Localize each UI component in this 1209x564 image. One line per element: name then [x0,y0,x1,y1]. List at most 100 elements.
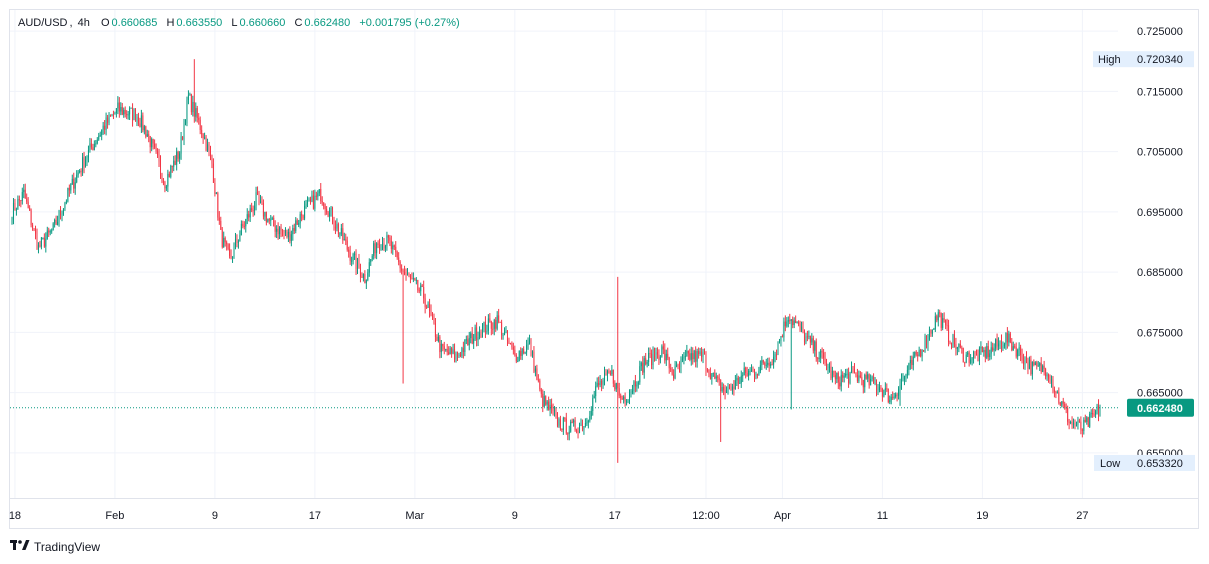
candle-body [65,201,67,203]
candle-body [305,203,307,207]
candle-body [920,349,922,357]
candle-body [905,375,907,377]
candle-body [327,212,329,217]
candle-body [651,353,653,366]
candle-body [843,375,845,378]
candle-body [939,312,941,314]
candle-body [232,256,234,258]
candle-body [71,178,73,185]
candle-body [145,126,147,137]
candle-body [261,201,263,203]
candle-body [227,244,229,249]
candle-body [618,388,620,396]
close-value: 0.662480 [304,17,351,29]
candle-body [896,394,898,396]
candle-body [962,348,964,363]
candle-body [440,343,442,353]
candle-body [668,357,670,369]
candle-body [745,367,747,373]
candle-body [340,228,342,234]
candle-body [868,374,870,386]
candle-body [224,237,226,243]
candle-body [495,320,497,329]
chart-panel[interactable] [9,9,1199,529]
footer-brand[interactable]: TradingView [10,539,100,554]
candle-body [1023,360,1025,365]
candle-body [633,381,635,392]
candle-body [590,410,592,417]
candle-body [1028,359,1030,369]
candle-body [970,359,972,363]
candle-body [57,221,59,225]
candle-body [667,353,669,358]
candle-body [815,341,817,359]
candle-body [242,223,244,226]
candle-body [409,276,411,279]
candle-body [355,253,357,270]
candle-body [195,108,197,117]
candle-body [283,230,285,233]
candle-body [1071,421,1073,425]
candle-body [345,239,347,241]
candle-body [865,374,867,379]
candle-body [364,274,366,284]
candle-body [62,208,64,215]
candle-body [837,372,839,383]
candle-body [237,241,239,243]
candle-body [214,182,216,194]
candle-body [902,379,904,381]
candle-body [346,240,348,250]
candle-body [940,313,942,328]
candle-body [640,362,642,367]
candle-body [240,223,242,236]
candle-body [580,423,582,426]
candle-body [861,377,863,380]
candle-body [1064,403,1066,408]
candle-body [271,217,273,220]
candle-body [552,408,554,412]
candle-body [623,396,625,400]
candle-body [602,379,604,385]
candle-body [204,137,206,139]
candle-body [74,182,76,189]
candle-body [556,413,558,426]
candle-body [1033,362,1035,366]
candle-body [887,388,889,403]
candle-body [502,334,504,336]
candle-body [373,243,375,256]
candle-body [317,193,319,197]
candle-body [229,248,231,256]
candle-body [461,348,463,357]
symbol-name[interactable]: AUD/USD [18,17,68,29]
candle-body [674,366,676,379]
candle-body [518,351,520,362]
candle-body [728,387,730,390]
candle-body [474,327,476,339]
candle-body [104,125,106,130]
candle-body [1027,362,1029,369]
candle-body [58,210,60,222]
candle-body [377,243,379,245]
candle-body [537,379,539,381]
candle-body [648,353,650,362]
candle-body [393,245,395,247]
candle-body [312,195,314,209]
candle-body [1062,401,1064,404]
candle-body [645,358,647,365]
candle-body [1059,402,1061,406]
candle-body [126,114,128,116]
candle-body [184,123,186,125]
candle-body [780,335,782,342]
candle-body [383,243,385,249]
candle-body [17,199,19,210]
candle-body [155,147,157,152]
candle-body [826,362,828,371]
candle-body [867,374,869,379]
candle-body [85,159,87,168]
candle-body [965,354,967,363]
interval[interactable]: 4h [77,17,90,29]
candle-body [182,136,184,140]
candle-body [112,114,114,116]
candle-body [211,155,213,164]
